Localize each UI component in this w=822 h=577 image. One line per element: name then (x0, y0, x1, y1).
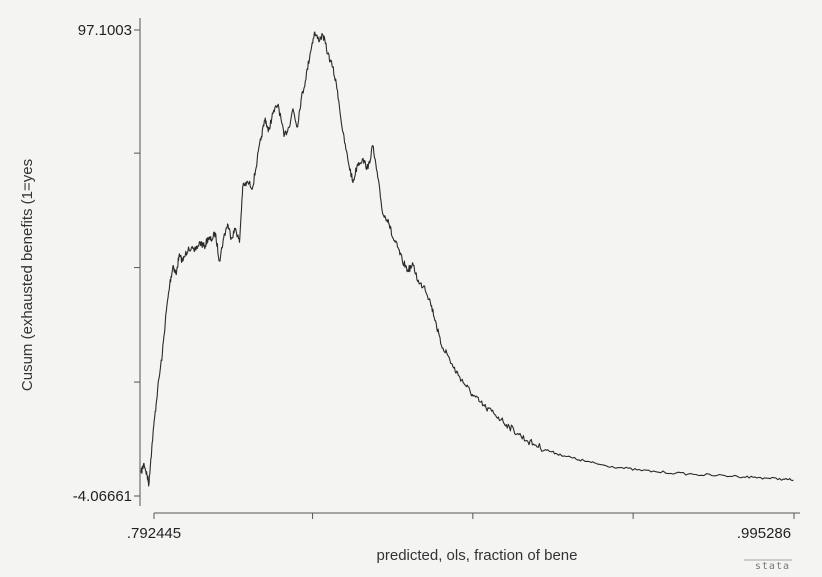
cusum-series-line (140, 31, 794, 487)
stata-logo-text: stata (755, 561, 790, 572)
y-axis-ticks (134, 29, 140, 497)
x-axis-ticks (153, 513, 795, 519)
x-tick-label-min: .792445 (127, 525, 181, 542)
stata-watermark: stata (744, 559, 792, 572)
series-group (140, 31, 794, 487)
y-tick-label-min: -4.06661 (73, 488, 132, 505)
axes (139, 18, 800, 514)
y-axis-title: Cusum (exhausted benefits (1=yes (19, 159, 36, 391)
x-tick-label-max: .995286 (737, 525, 791, 542)
y-tick-label-max: 97.1003 (78, 22, 132, 39)
x-axis-title: predicted, ols, fraction of bene (377, 547, 578, 564)
